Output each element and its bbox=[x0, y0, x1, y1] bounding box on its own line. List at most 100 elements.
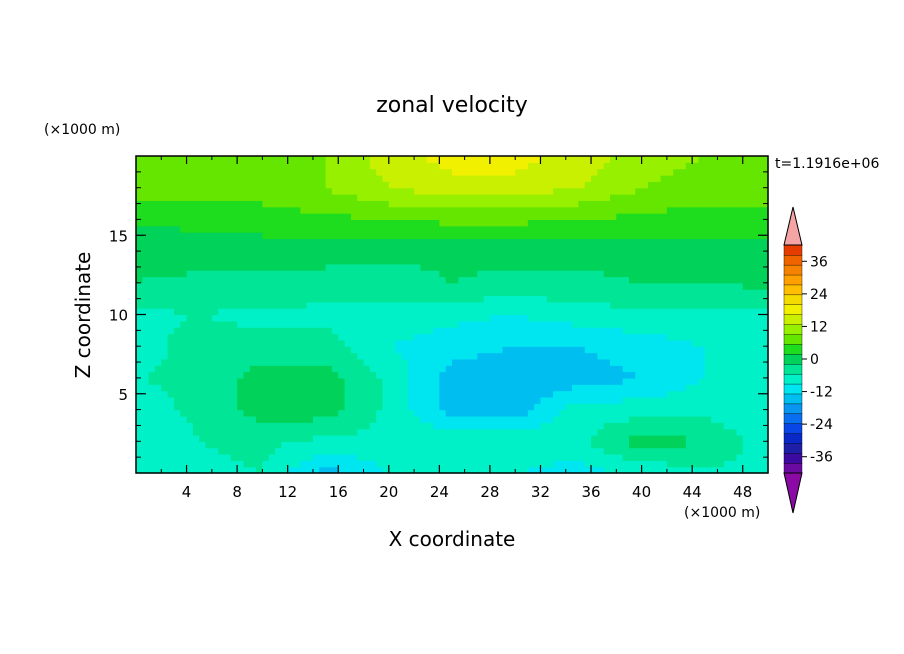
contour-cell bbox=[584, 352, 592, 360]
contour-cell bbox=[698, 422, 706, 430]
contour-cell bbox=[167, 194, 175, 201]
contour-cell bbox=[559, 156, 567, 163]
contour-cell bbox=[470, 352, 478, 360]
contour-cell bbox=[186, 156, 194, 163]
contour-cell bbox=[192, 371, 200, 379]
contour-cell bbox=[338, 289, 346, 297]
contour-cell bbox=[603, 434, 611, 442]
contour-cell bbox=[161, 314, 169, 322]
contour-cell bbox=[508, 187, 516, 195]
contour-cell bbox=[445, 213, 453, 220]
contour-cell bbox=[635, 263, 643, 271]
contour-cell bbox=[331, 162, 339, 170]
contour-cell bbox=[388, 409, 396, 417]
contour-cell bbox=[262, 257, 270, 265]
contour-cell bbox=[148, 428, 156, 436]
contour-cell bbox=[761, 441, 769, 449]
contour-cell bbox=[218, 384, 226, 392]
contour-cell bbox=[306, 301, 314, 309]
contour-cell bbox=[300, 434, 308, 442]
contour-cell bbox=[230, 466, 238, 474]
contour-cell bbox=[407, 409, 415, 417]
contour-cell bbox=[489, 200, 497, 208]
contour-cell bbox=[654, 295, 662, 303]
contour-cell bbox=[755, 460, 763, 468]
contour-cell bbox=[508, 175, 516, 182]
contour-cell bbox=[136, 460, 143, 468]
contour-cell bbox=[294, 346, 301, 354]
contour-cell bbox=[344, 333, 352, 341]
contour-cell bbox=[540, 377, 548, 385]
contour-cell bbox=[736, 434, 744, 442]
contour-cell bbox=[350, 232, 358, 240]
contour-cell bbox=[704, 352, 712, 360]
contour-cell bbox=[635, 181, 643, 189]
contour-cell bbox=[306, 333, 314, 341]
contour-cell bbox=[666, 447, 674, 455]
contour-cell bbox=[603, 409, 611, 417]
contour-cell bbox=[692, 238, 700, 246]
contour-cell bbox=[534, 263, 542, 271]
contour-cell bbox=[628, 162, 636, 170]
contour-cell bbox=[489, 257, 497, 265]
contour-cell bbox=[647, 346, 655, 354]
contour-cell bbox=[458, 295, 466, 303]
contour-cell bbox=[597, 206, 605, 214]
contour-cell bbox=[572, 453, 579, 461]
contour-cell bbox=[679, 238, 687, 246]
contour-cell bbox=[553, 453, 561, 461]
contour-cell bbox=[407, 225, 415, 233]
contour-cell bbox=[666, 206, 674, 214]
contour-cell bbox=[407, 282, 415, 290]
contour-cell bbox=[622, 270, 630, 278]
contour-cell bbox=[685, 156, 693, 163]
contour-cell bbox=[565, 308, 573, 316]
contour-cell bbox=[376, 434, 384, 442]
contour-cell bbox=[180, 320, 188, 328]
contour-cell bbox=[256, 168, 263, 176]
contour-cell bbox=[470, 377, 478, 385]
contour-cell bbox=[679, 213, 687, 220]
contour-cell bbox=[603, 301, 611, 309]
contour-cell bbox=[148, 358, 156, 366]
contour-cell bbox=[584, 213, 592, 220]
contour-cell bbox=[755, 384, 763, 392]
contour-cell bbox=[243, 339, 251, 347]
contour-cell bbox=[325, 403, 333, 411]
contour-cell bbox=[540, 244, 548, 252]
contour-cell bbox=[761, 213, 769, 220]
contour-cell bbox=[262, 175, 270, 182]
contour-cell bbox=[136, 409, 143, 417]
contour-cell bbox=[654, 403, 662, 411]
contour-cell bbox=[243, 301, 251, 309]
contour-cell bbox=[717, 257, 725, 265]
contour-cell bbox=[312, 371, 320, 379]
contour-cell bbox=[749, 251, 756, 259]
contour-cell bbox=[723, 270, 731, 278]
contour-cell bbox=[464, 371, 472, 379]
contour-cell bbox=[673, 415, 681, 423]
contour-cell bbox=[173, 428, 181, 436]
contour-cell bbox=[616, 447, 624, 455]
contour-cell bbox=[685, 371, 693, 379]
contour-cell bbox=[199, 384, 207, 392]
contour-cell bbox=[148, 181, 156, 189]
contour-cell bbox=[628, 447, 636, 455]
contour-cell bbox=[540, 403, 548, 411]
contour-cell bbox=[363, 194, 371, 201]
contour-cell bbox=[660, 466, 668, 474]
contour-cell bbox=[275, 403, 282, 411]
contour-cell bbox=[704, 257, 712, 265]
contour-cell bbox=[603, 200, 611, 208]
contour-cell bbox=[452, 447, 459, 455]
contour-cell bbox=[439, 238, 447, 246]
contour-cell bbox=[433, 263, 440, 271]
contour-cell bbox=[698, 314, 706, 322]
contour-cell bbox=[527, 251, 535, 259]
contour-cell bbox=[275, 390, 282, 398]
contour-cell bbox=[420, 358, 428, 366]
contour-cell bbox=[723, 175, 731, 182]
contour-cell bbox=[508, 453, 516, 461]
contour-cell bbox=[578, 200, 586, 208]
contour-cell bbox=[205, 447, 213, 455]
